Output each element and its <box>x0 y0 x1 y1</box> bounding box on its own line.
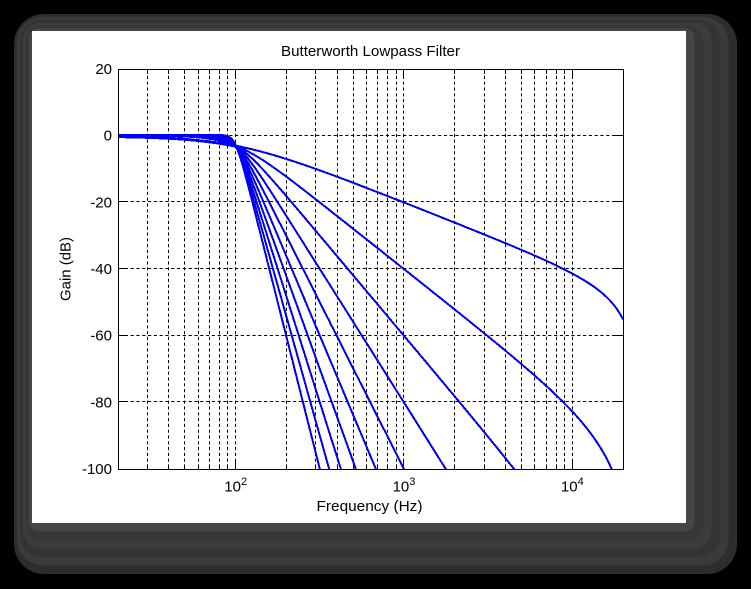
svg-text:-80: -80 <box>90 394 112 411</box>
svg-text:Gain (dB): Gain (dB) <box>58 237 75 301</box>
svg-text:0: 0 <box>104 128 112 145</box>
svg-text:-100: -100 <box>82 461 112 478</box>
svg-text:20: 20 <box>95 61 112 78</box>
svg-text:Frequency (Hz): Frequency (Hz) <box>317 498 423 515</box>
svg-text:-40: -40 <box>90 261 112 278</box>
svg-text:-60: -60 <box>90 328 112 345</box>
svg-text:-20: -20 <box>90 194 112 211</box>
svg-text:Butterworth Lowpass Filter: Butterworth Lowpass Filter <box>281 43 460 60</box>
